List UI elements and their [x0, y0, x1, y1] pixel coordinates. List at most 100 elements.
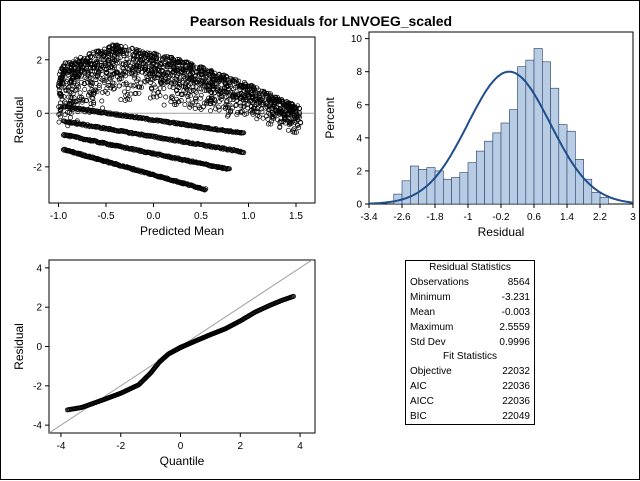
- data-point: [169, 54, 175, 60]
- scatter-points: [56, 42, 304, 193]
- data-point: [234, 112, 240, 118]
- histogram-plot-area: [369, 48, 633, 204]
- data-point: [241, 130, 247, 136]
- data-point: [77, 90, 83, 96]
- data-point: [162, 175, 168, 181]
- data-point: [177, 58, 183, 64]
- data-point: [286, 115, 291, 121]
- data-point: [215, 104, 221, 110]
- data-point: [282, 102, 288, 108]
- data-point: [135, 84, 141, 90]
- data-point: [164, 64, 170, 70]
- data-point: [208, 108, 213, 114]
- data-point: [198, 92, 204, 98]
- data-point: [245, 91, 251, 97]
- data-point: [138, 53, 144, 59]
- histogram-plot: -3.4 -2.6 -1.8 -1 -0.2 0.6 1.4 2.2 3 0 2 4 6 8 10 Resid…: [323, 31, 636, 239]
- data-point: [99, 98, 105, 104]
- data-point: [84, 76, 90, 82]
- data-point: [223, 73, 229, 79]
- data-point: [176, 99, 182, 105]
- x-tick-label: 1.4: [560, 212, 574, 223]
- data-point: [167, 84, 173, 90]
- data-point: [262, 90, 267, 96]
- data-point: [111, 80, 117, 86]
- data-point: [267, 102, 273, 108]
- data-point: [152, 84, 158, 90]
- data-point: [186, 158, 191, 163]
- data-point: [218, 76, 224, 81]
- x-tick-label: -1.0: [50, 211, 68, 222]
- data-point: [104, 69, 110, 75]
- data-point: [136, 90, 142, 96]
- stat-label: Mean: [410, 307, 436, 318]
- data-point: [282, 115, 288, 121]
- data-point: [200, 65, 206, 71]
- data-point: [136, 47, 142, 53]
- data-point: [77, 59, 82, 65]
- stat-row-observations: Observations 8564: [406, 275, 534, 290]
- y-axis-label: Percent: [323, 97, 337, 139]
- data-point: [216, 107, 222, 113]
- data-point: [290, 127, 296, 133]
- data-point: [108, 143, 114, 148]
- x-tick-label: 1.0: [242, 211, 256, 222]
- data-point: [79, 99, 85, 105]
- data-point: [265, 121, 271, 127]
- data-point: [100, 89, 105, 95]
- data-point: [96, 82, 102, 88]
- data-point: [238, 109, 244, 115]
- data-point: [127, 97, 133, 103]
- y-tick-label: -2: [33, 162, 42, 173]
- data-point: [212, 89, 218, 95]
- data-point: [180, 70, 186, 76]
- data-point: [118, 72, 123, 78]
- data-point: [105, 90, 110, 96]
- y-tick-label: 0: [36, 109, 42, 120]
- data-point: [179, 80, 185, 85]
- data-point: [168, 99, 174, 105]
- data-point: [154, 51, 160, 57]
- data-point: [136, 64, 142, 69]
- data-point: [211, 100, 217, 106]
- data-point: [170, 69, 176, 74]
- data-point: [296, 125, 302, 130]
- data-point: [201, 80, 207, 86]
- data-point: [132, 73, 138, 79]
- stat-value: 22036: [502, 381, 530, 392]
- stat-label: Observations: [410, 277, 469, 288]
- data-point: [157, 61, 163, 67]
- stat-row-objective: Objective 22032: [406, 364, 534, 379]
- data-point: [68, 79, 74, 84]
- data-point: [256, 90, 262, 96]
- data-point: [231, 77, 237, 83]
- data-point: [291, 293, 297, 299]
- data-point: [81, 137, 87, 143]
- data-point: [87, 82, 93, 88]
- data-point: [129, 71, 135, 77]
- data-point: [96, 70, 102, 75]
- data-point: [174, 87, 180, 93]
- data-point: [289, 119, 295, 125]
- data-point: [202, 83, 207, 89]
- data-point: [191, 80, 197, 86]
- data-point: [202, 187, 208, 193]
- data-point: [177, 80, 183, 86]
- data-point: [91, 101, 97, 107]
- data-point: [234, 147, 240, 153]
- data-point: [80, 97, 86, 102]
- data-point: [230, 92, 236, 98]
- data-point: [61, 94, 67, 100]
- histogram-bar: [550, 87, 560, 204]
- data-point: [98, 63, 104, 69]
- y-tick-label: -2: [33, 381, 42, 392]
- normal-density-curve: [369, 70, 633, 204]
- data-point: [219, 94, 225, 100]
- data-point: [228, 107, 234, 113]
- data-point: [186, 67, 192, 73]
- data-point: [91, 89, 97, 95]
- data-point: [66, 85, 71, 90]
- data-point: [118, 76, 124, 82]
- data-point: [286, 100, 292, 106]
- data-point: [249, 94, 255, 99]
